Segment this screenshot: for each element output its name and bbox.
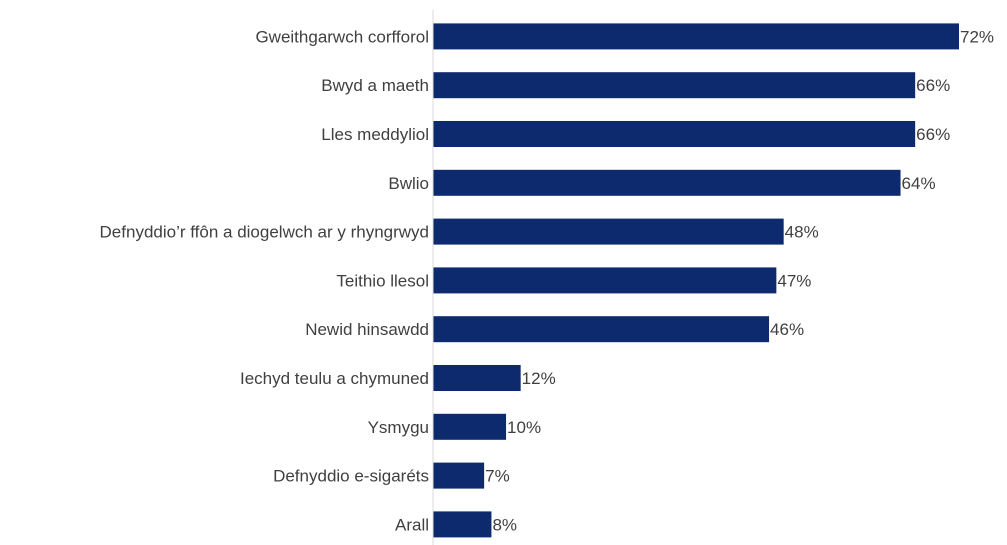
bar — [433, 511, 492, 538]
value-label: 48% — [785, 223, 819, 242]
value-label: 66% — [916, 76, 950, 95]
value-label: 64% — [902, 174, 936, 193]
bar — [433, 462, 485, 489]
value-label: 10% — [507, 418, 541, 437]
category-label: Bwlio — [388, 174, 429, 193]
bar — [433, 413, 507, 440]
bar — [433, 121, 916, 147]
category-label: Teithio llesol — [336, 271, 429, 290]
category-label: Gweithgarwch corfforol — [255, 27, 429, 46]
category-label: Defnyddio’r ffôn a diogelwch ar y rhyngr… — [100, 223, 429, 242]
value-labels-group: 72% 66% 66% 64% 48% 47% 46% 12% 10% 7% 8% — [485, 27, 994, 534]
bar — [433, 365, 521, 391]
category-label: Arall — [395, 515, 429, 534]
bar — [433, 169, 901, 196]
bar — [433, 72, 916, 99]
bar — [433, 316, 770, 343]
category-label: Bwyd a maeth — [321, 76, 429, 95]
value-label: 66% — [916, 125, 950, 144]
value-label: 72% — [960, 27, 994, 46]
category-label: Lles meddyliol — [321, 125, 429, 144]
bar — [433, 218, 784, 245]
category-label: Newid hinsawdd — [305, 320, 429, 339]
value-label: 46% — [770, 320, 804, 339]
category-label: Defnyddio e-sigaréts — [273, 467, 429, 486]
category-label: Ysmygu — [368, 418, 429, 437]
bar — [433, 23, 959, 50]
value-label: 47% — [777, 271, 811, 290]
bar — [433, 267, 777, 294]
category-label: Iechyd teulu a chymuned — [240, 369, 429, 388]
bars-group — [433, 23, 959, 538]
value-label: 7% — [485, 467, 510, 486]
value-label: 12% — [522, 369, 556, 388]
category-labels-group: Gweithgarwch corfforol Bwyd a maeth Lles m… — [100, 27, 429, 534]
value-label: 8% — [492, 515, 517, 534]
